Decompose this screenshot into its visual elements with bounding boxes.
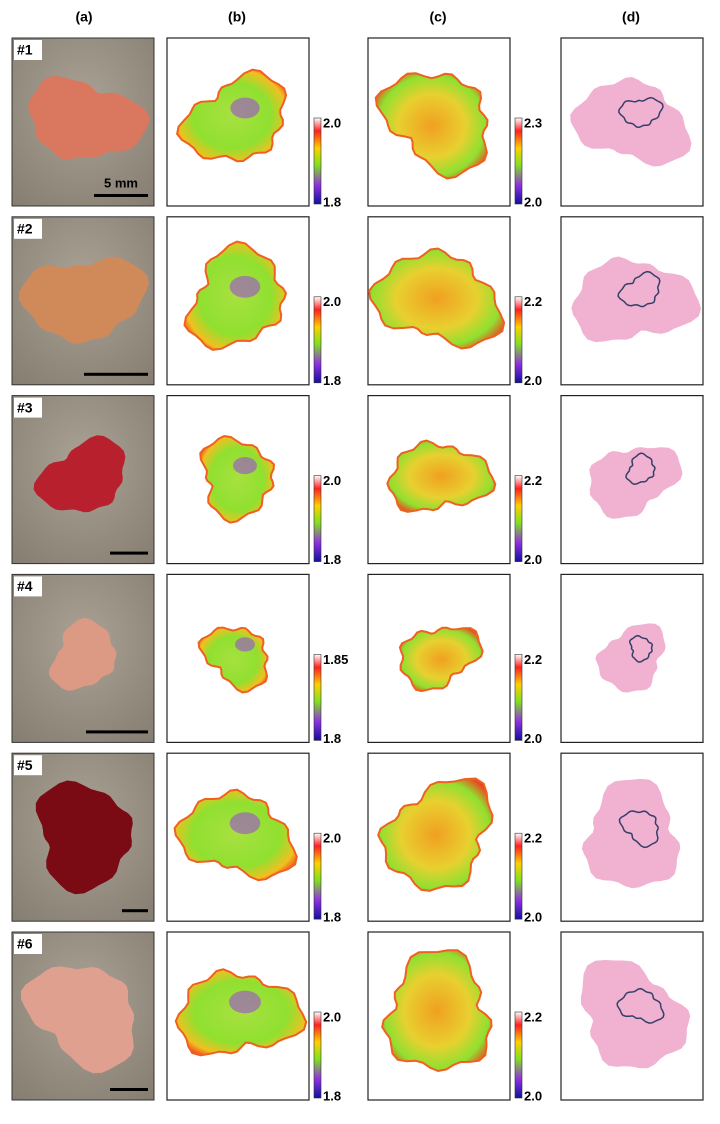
row-label-box [14, 576, 42, 597]
row: #5 2.0 1.8 2.2 2.0 [11, 752, 704, 925]
map-c [374, 72, 489, 180]
colorbar-max: 2.2 [524, 294, 542, 309]
colorbar [514, 475, 523, 562]
colorbar-min: 2.0 [524, 910, 542, 925]
colorbar [313, 832, 322, 920]
column-label: (a) [75, 9, 92, 25]
colorbar-min: 2.0 [524, 194, 542, 209]
colorbar-max: 2.2 [524, 1009, 542, 1024]
row-label: #4 [17, 578, 33, 594]
row-label-box [14, 40, 42, 60]
tissue-photo [20, 966, 134, 1074]
colorbar [313, 117, 322, 205]
tissue-photo [33, 435, 126, 513]
colorbar-max: 2.0 [323, 294, 341, 309]
map-c [368, 247, 506, 350]
row-label-box [14, 934, 42, 954]
colorbar-max: 2.0 [323, 473, 341, 488]
map-c [398, 626, 484, 693]
colorbar-min: 1.8 [323, 910, 341, 925]
colorbar [514, 296, 523, 384]
low-region [230, 97, 260, 119]
tumor-outline [618, 810, 659, 849]
scale-bar [86, 730, 148, 734]
low-region [233, 457, 257, 475]
tumor-outline [618, 96, 664, 129]
row-label: #2 [17, 221, 33, 237]
tissue-photo [48, 618, 117, 691]
colorbar-max: 2.2 [524, 652, 542, 667]
colorbar-min: 1.8 [323, 373, 341, 388]
colorbar [514, 654, 523, 741]
map-b [199, 434, 275, 524]
colorbar-min: 1.8 [323, 1088, 341, 1103]
scale-bar [94, 194, 148, 197]
colorbar-max: 2.0 [323, 831, 341, 846]
row: #2 2.0 1.8 2.2 2.0 [11, 216, 704, 388]
tumor-outline [617, 270, 661, 308]
low-region [229, 990, 261, 1014]
colorbar [313, 654, 322, 741]
map-b [183, 240, 288, 351]
colorbar-min: 2.0 [524, 731, 542, 746]
colorbar-min: 1.8 [323, 552, 341, 567]
row-label: #3 [17, 399, 33, 415]
map-c [386, 439, 497, 513]
colorbar-max: 2.3 [524, 115, 542, 130]
histology [570, 77, 692, 167]
row-label: #1 [17, 42, 33, 58]
column-label: (b) [228, 9, 246, 25]
tissue-photo [35, 780, 133, 895]
colorbar-max: 2.2 [524, 473, 542, 488]
colorbar [313, 475, 322, 562]
row-label-box [14, 397, 42, 418]
colorbar [313, 1011, 322, 1099]
colorbar-min: 2.0 [524, 373, 542, 388]
colorbar [514, 117, 523, 205]
map-c [381, 949, 493, 1073]
tumor-outline [629, 634, 653, 663]
column-label: (d) [622, 9, 640, 25]
row-label-box [14, 755, 42, 776]
colorbar-min: 2.0 [524, 552, 542, 567]
tissue-photo [28, 75, 150, 160]
histology [580, 960, 691, 1069]
row: #1 5 mm 2.0 1.8 2.3 2.0 [11, 37, 704, 209]
colorbar [514, 832, 523, 920]
map-c [377, 777, 494, 892]
colorbar-max: 2.0 [323, 1009, 341, 1024]
row-label: #5 [17, 757, 33, 773]
histology [571, 256, 702, 343]
low-region [229, 812, 261, 835]
low-region [235, 637, 255, 652]
colorbar-max: 1.85 [323, 652, 348, 667]
colorbar [313, 296, 322, 384]
map-b [173, 788, 298, 882]
row: #6 2.0 1.8 2.2 2.0 [11, 931, 704, 1103]
tumor-outline [616, 987, 665, 1024]
histology [589, 447, 683, 519]
tissue-photo [18, 256, 149, 344]
colorbar-max: 2.0 [323, 115, 341, 130]
tumor-outline [625, 452, 656, 485]
scale-bar [84, 372, 148, 376]
map-b [176, 68, 288, 163]
row: #3 2.0 1.8 2.2 2.0 [11, 395, 704, 567]
scale-bar [110, 1088, 148, 1091]
column-label: (c) [429, 9, 446, 25]
row-label: #6 [17, 936, 33, 952]
colorbar [514, 1011, 523, 1099]
row-label-box [14, 218, 42, 239]
scale-bar-label: 5 mm [104, 175, 138, 190]
low-region [229, 275, 261, 298]
scale-bar [122, 909, 148, 913]
colorbar-min: 1.8 [323, 194, 341, 209]
colorbar-min: 1.8 [323, 731, 341, 746]
colorbar-min: 2.0 [524, 1088, 542, 1103]
scale-bar [110, 551, 148, 555]
row: #4 1.85 1.8 2.2 2.0 [11, 573, 704, 746]
colorbar-max: 2.2 [524, 831, 542, 846]
